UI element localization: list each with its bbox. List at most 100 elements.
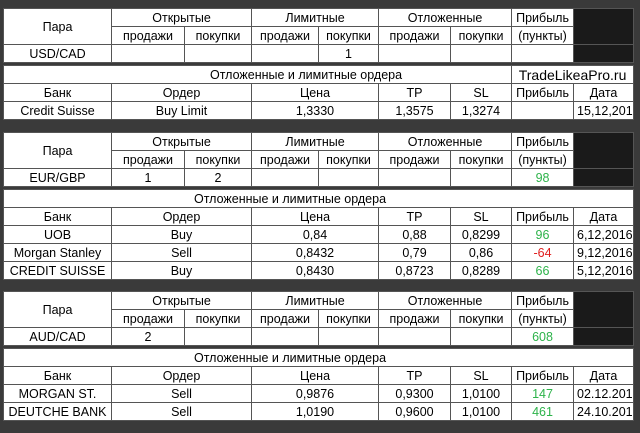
- limit-buy-cell[interactable]: [318, 168, 380, 187]
- open-buy-cell[interactable]: [183, 44, 253, 63]
- pair-header: Пара: [3, 8, 112, 45]
- order-header: Ордер: [111, 207, 252, 226]
- pending-buys-header: покупки: [450, 309, 513, 328]
- dark-cell: [573, 8, 635, 45]
- tp-cell[interactable]: 0,88: [378, 225, 451, 244]
- profit-points-header: (пункты): [511, 309, 575, 328]
- profit-cell[interactable]: -64: [511, 243, 574, 262]
- date-cell[interactable]: 5,12,2016: [572, 261, 635, 280]
- order-row: UOB Buy 0,84 0,88 0,8299 96 6,12,2016: [3, 225, 635, 244]
- limit-header: Лимитные: [251, 8, 380, 27]
- pair-cell[interactable]: AUD/CAD: [3, 327, 112, 346]
- open-sell-cell[interactable]: 1: [111, 168, 185, 187]
- pair-header: Пара: [3, 132, 112, 169]
- dark-cell: [573, 168, 635, 187]
- tp-cell[interactable]: 0,79: [378, 243, 451, 262]
- limit-sells-header: продажи: [251, 309, 320, 328]
- pending-buy-cell[interactable]: [450, 168, 513, 187]
- price-cell[interactable]: 0,84: [251, 225, 379, 244]
- dark-cell: [573, 291, 635, 328]
- date-cell[interactable]: 02.12.2016: [572, 384, 635, 403]
- date-cell[interactable]: 6,12,2016: [572, 225, 635, 244]
- pair-header: Пара: [3, 291, 112, 328]
- sl-cell[interactable]: 1,3274: [449, 101, 513, 120]
- profit-header: Прибыль: [511, 291, 575, 310]
- pending-sell-cell[interactable]: [378, 327, 452, 346]
- tp-header: TP: [378, 207, 451, 226]
- order-cell[interactable]: Sell: [111, 384, 252, 403]
- date-cell[interactable]: 24.10.2016: [572, 402, 635, 421]
- summary-row: EUR/GBP 1 2 98: [3, 168, 635, 187]
- bank-cell[interactable]: UOB: [3, 225, 112, 244]
- tp-cell[interactable]: 1,3575: [378, 101, 451, 120]
- sl-cell[interactable]: 1,0100: [450, 384, 512, 403]
- open-header: Открытые: [110, 132, 253, 151]
- block-usdcad: Пара Открытые Лимитные Отложенные Прибыл…: [3, 8, 635, 63]
- order-row: Morgan Stanley Sell 0,8432 0,79 0,86 -64…: [3, 243, 635, 262]
- bank-cell[interactable]: CREDIT SUISSE: [3, 261, 112, 280]
- sl-cell[interactable]: 0,86: [450, 243, 512, 262]
- open-header: Открытые: [110, 291, 253, 310]
- pending-sell-cell[interactable]: [378, 168, 452, 187]
- profit-cell[interactable]: 96: [511, 225, 574, 244]
- tp-cell[interactable]: 0,8723: [378, 261, 451, 280]
- sl-cell[interactable]: 0,8289: [450, 261, 512, 280]
- price-cell[interactable]: 0,8430: [251, 261, 379, 280]
- limit-header: Лимитные: [251, 291, 380, 310]
- order-cell[interactable]: Buy: [111, 261, 252, 280]
- price-cell[interactable]: 1,3330: [251, 101, 379, 120]
- profit-cell[interactable]: [511, 44, 575, 63]
- order-cell[interactable]: Sell: [111, 402, 252, 421]
- tp-cell[interactable]: 0,9300: [378, 384, 451, 403]
- limit-sell-cell[interactable]: [251, 327, 320, 346]
- limit-buy-cell[interactable]: 1: [318, 44, 380, 63]
- profit-points-header: (пункты): [511, 150, 575, 169]
- price-cell[interactable]: 0,9876: [251, 384, 379, 403]
- bank-cell[interactable]: MORGAN ST.: [3, 384, 112, 403]
- order-cell[interactable]: Buy: [111, 225, 252, 244]
- sl-cell[interactable]: 1,0100: [450, 402, 512, 421]
- bank-cell[interactable]: Morgan Stanley: [3, 243, 112, 262]
- pending-sells-header: продажи: [378, 26, 452, 45]
- pending-buy-cell[interactable]: [450, 327, 513, 346]
- sl-header: SL: [449, 83, 513, 102]
- profit-cell[interactable]: 461: [511, 402, 574, 421]
- pending-sells-header: продажи: [378, 309, 452, 328]
- pair-cell[interactable]: USD/CAD: [3, 44, 112, 63]
- profit-cell[interactable]: 98: [511, 168, 575, 187]
- open-sells-header: продажи: [111, 309, 185, 328]
- open-buy-cell[interactable]: [183, 327, 253, 346]
- bank-cell[interactable]: Credit Suisse: [3, 101, 112, 120]
- sl-cell[interactable]: 0,8299: [450, 225, 512, 244]
- order-cell[interactable]: Sell: [111, 243, 252, 262]
- limit-buy-cell[interactable]: [318, 327, 380, 346]
- open-sell-cell[interactable]: 2: [111, 327, 185, 346]
- profit-cell[interactable]: 608: [511, 327, 575, 346]
- profit-cell[interactable]: 66: [511, 261, 574, 280]
- limit-header: Лимитные: [251, 132, 380, 151]
- tp-cell[interactable]: 0,9600: [378, 402, 451, 421]
- profit-cell[interactable]: [511, 101, 575, 120]
- site-label: TradeLikeaPro.ru: [511, 65, 635, 84]
- orders-audcad: Отложенные и лимитные ордера Банк Ордер …: [2, 348, 635, 421]
- bank-cell[interactable]: DEUTCHE BANK: [3, 402, 112, 421]
- open-sell-cell[interactable]: [111, 44, 185, 63]
- pending-header: Отложенные: [378, 8, 513, 27]
- price-header: Цена: [251, 366, 379, 385]
- price-cell[interactable]: 1,0190: [251, 402, 379, 421]
- pending-sell-cell[interactable]: [378, 44, 452, 63]
- open-buys-header: покупки: [183, 26, 253, 45]
- date-cell[interactable]: 15,12,2016: [573, 101, 635, 120]
- price-cell[interactable]: 0,8432: [251, 243, 379, 262]
- pair-cell[interactable]: EUR/GBP: [3, 168, 112, 187]
- orders-usdcad: Отложенные и лимитные ордера TradeLikeaP…: [2, 65, 635, 120]
- limit-sell-cell[interactable]: [251, 44, 320, 63]
- open-buy-cell[interactable]: 2: [183, 168, 253, 187]
- summary-row: AUD/CAD 2 608: [3, 327, 635, 346]
- date-cell[interactable]: 9,12,2016: [572, 243, 635, 262]
- pending-buy-cell[interactable]: [450, 44, 513, 63]
- limit-sell-cell[interactable]: [251, 168, 320, 187]
- profit-cell[interactable]: 147: [511, 384, 574, 403]
- order-cell[interactable]: Buy Limit: [111, 101, 252, 120]
- limit-buys-header: покупки: [318, 309, 380, 328]
